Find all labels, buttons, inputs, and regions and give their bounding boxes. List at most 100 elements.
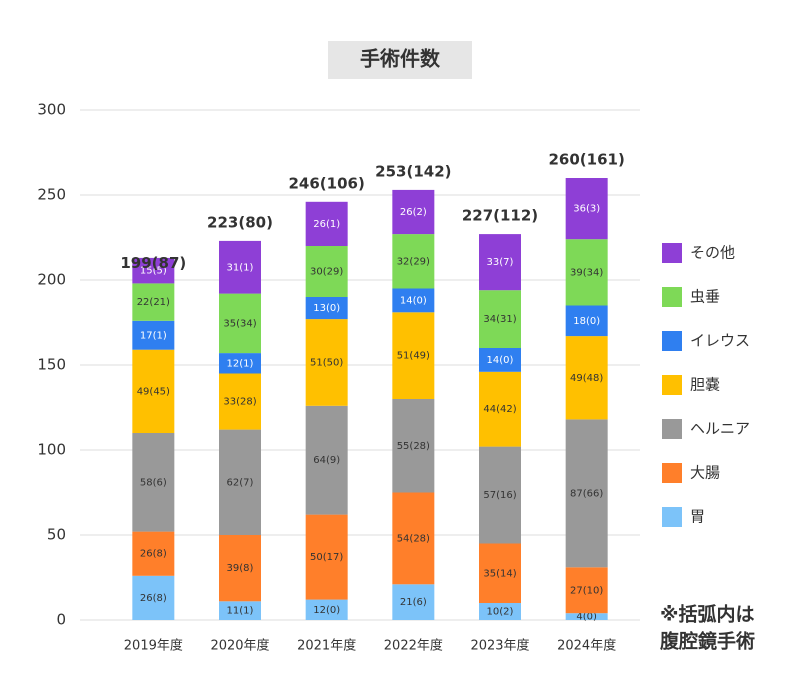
y-tick-label: 150 xyxy=(37,356,66,374)
value-label: 50(17) xyxy=(310,552,343,563)
value-label: 32(29) xyxy=(397,256,430,267)
total-label: 199(87) xyxy=(120,254,186,272)
value-label: 34(31) xyxy=(483,314,516,325)
bar-segment xyxy=(219,535,261,602)
value-label: 26(8) xyxy=(140,549,167,560)
value-label: 62(7) xyxy=(227,477,254,488)
y-tick-label: 50 xyxy=(47,526,66,544)
value-label: 21(6) xyxy=(400,597,427,608)
chart-title: 手術件数 xyxy=(360,47,441,71)
legend-swatch xyxy=(662,419,682,439)
value-label: 11(1) xyxy=(227,606,254,617)
value-label: 35(34) xyxy=(223,318,256,329)
bar-segment xyxy=(479,371,521,447)
bar-segment xyxy=(219,373,261,430)
bar-segment xyxy=(132,575,175,620)
value-label: 33(28) xyxy=(223,397,256,408)
bar-segment xyxy=(305,201,348,246)
bar-segment xyxy=(132,283,175,321)
bar-segment xyxy=(479,234,521,291)
bar-segment xyxy=(565,613,608,620)
value-label: 27(10) xyxy=(570,585,603,596)
value-label: 44(42) xyxy=(483,404,516,415)
bar-segment xyxy=(479,603,521,620)
bar-segment xyxy=(305,319,348,406)
bar-segment xyxy=(479,543,521,603)
x-tick-label: 2021年度 xyxy=(297,638,356,654)
bar-segment xyxy=(565,336,608,420)
bar-segment xyxy=(305,405,348,515)
value-label: 26(1) xyxy=(313,219,340,230)
total-label: 253(142) xyxy=(375,162,451,180)
legend-label: 大腸 xyxy=(690,464,720,482)
y-tick-label: 200 xyxy=(37,271,66,289)
bar-segment xyxy=(392,312,435,399)
x-tick-label: 2024年度 xyxy=(557,638,616,654)
value-label: 10(2) xyxy=(487,607,514,618)
legend-label: ヘルニア xyxy=(690,420,750,438)
value-label: 12(1) xyxy=(227,358,254,369)
bar-segment xyxy=(392,399,435,493)
value-label: 13(0) xyxy=(313,303,340,314)
value-label: 12(0) xyxy=(313,605,340,616)
value-label: 39(34) xyxy=(570,267,603,278)
bar-segment xyxy=(565,419,608,568)
bar-segment xyxy=(479,348,521,372)
bar-segment xyxy=(305,599,348,620)
x-tick-label: 2022年度 xyxy=(384,638,443,654)
bar-segment xyxy=(565,567,608,614)
total-label: 260(161) xyxy=(548,151,624,169)
value-label: 49(48) xyxy=(570,373,603,384)
title-box xyxy=(328,41,472,79)
value-label: 35(14) xyxy=(483,568,516,579)
bar-segment xyxy=(132,257,175,284)
bar-segment xyxy=(219,293,261,354)
value-label: 57(16) xyxy=(483,490,516,501)
bar-segment xyxy=(565,305,608,337)
value-label: 49(45) xyxy=(137,386,170,397)
legend-swatch xyxy=(662,375,682,395)
bar-segment xyxy=(392,288,435,313)
value-label: 18(0) xyxy=(573,316,600,327)
legend-swatch xyxy=(662,463,682,483)
x-tick-label: 2020年度 xyxy=(210,638,269,654)
bar-segment xyxy=(305,297,348,320)
legend-label: 胆嚢 xyxy=(690,376,720,394)
legend-label: 虫垂 xyxy=(690,288,720,306)
value-label: 31(1) xyxy=(227,262,254,273)
bar-segment xyxy=(565,178,608,240)
value-label: 33(7) xyxy=(487,257,514,268)
value-label: 55(28) xyxy=(397,441,430,452)
bar-segment xyxy=(392,492,435,585)
value-label: 51(50) xyxy=(310,357,343,368)
legend-swatch xyxy=(662,507,682,527)
bar-segment xyxy=(132,433,175,532)
bar-segment xyxy=(479,290,521,348)
bar-segment xyxy=(132,531,175,576)
bar-segment xyxy=(219,601,261,620)
value-label: 36(3) xyxy=(573,204,600,215)
value-label: 54(28) xyxy=(397,533,430,544)
note: ※括弧内は xyxy=(660,603,754,626)
value-label: 26(8) xyxy=(140,593,167,604)
legend-label: イレウス xyxy=(690,332,750,350)
legend-swatch xyxy=(662,287,682,307)
value-label: 30(29) xyxy=(310,267,343,278)
bar-segment xyxy=(219,353,261,374)
value-label: 87(66) xyxy=(570,488,603,499)
y-tick-label: 100 xyxy=(37,441,66,459)
bar-segment xyxy=(392,234,435,289)
bar-segment xyxy=(305,514,348,600)
note: 腹腔鏡手術 xyxy=(659,630,755,653)
total-label: 223(80) xyxy=(207,213,273,231)
value-label: 39(8) xyxy=(227,563,254,574)
value-label: 4(0) xyxy=(576,612,597,623)
x-tick-label: 2019年度 xyxy=(124,638,183,654)
x-tick-label: 2023年度 xyxy=(470,638,529,654)
legend-swatch xyxy=(662,331,682,351)
value-label: 14(0) xyxy=(400,295,427,306)
value-label: 15(5) xyxy=(140,266,167,277)
y-tick-label: 0 xyxy=(56,611,66,629)
bar-segment xyxy=(479,446,521,544)
total-label: 246(106) xyxy=(288,174,364,192)
